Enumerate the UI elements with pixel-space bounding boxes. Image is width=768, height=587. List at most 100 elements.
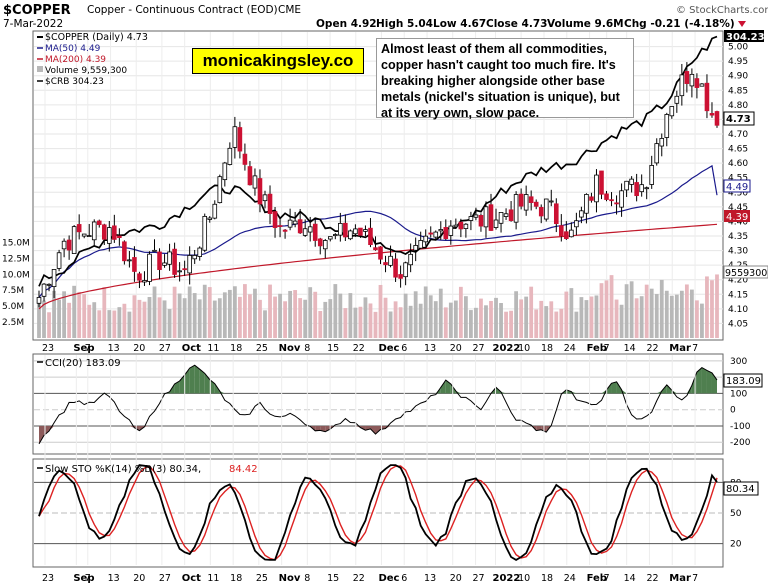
x-tick-label: 27 bbox=[159, 343, 171, 354]
volume-bar bbox=[348, 293, 353, 338]
candle-body bbox=[157, 251, 162, 270]
x-tick-label: 7 bbox=[604, 343, 610, 354]
x-tick-label: 20 bbox=[133, 573, 145, 584]
volume-value: Volume 9.6M bbox=[547, 18, 624, 30]
sto-legend: Slow STO %K(14) %D(3) 80.34, 84.42 bbox=[37, 464, 258, 475]
volume-bar bbox=[644, 284, 649, 338]
x-tick-label: 6 bbox=[401, 573, 407, 584]
candle-body bbox=[569, 229, 574, 238]
volume-bar bbox=[142, 301, 147, 338]
candle-body bbox=[343, 222, 348, 238]
brand-watermark: monicakingsley.co bbox=[192, 48, 364, 74]
candle-body bbox=[589, 196, 594, 201]
candle-body bbox=[76, 224, 82, 233]
volume-bar bbox=[453, 300, 458, 338]
x-tick-label: 18 bbox=[230, 343, 242, 354]
candle-body bbox=[252, 175, 258, 189]
volume-bar bbox=[273, 296, 277, 338]
volume-bar bbox=[147, 297, 152, 338]
cci-tick-label: 300 bbox=[730, 357, 747, 367]
volume-bar bbox=[237, 296, 242, 338]
cci-overbought-fill bbox=[706, 370, 712, 394]
volume-bar bbox=[227, 289, 232, 338]
candle-body bbox=[267, 193, 273, 214]
cci-overbought-fill bbox=[691, 372, 697, 394]
candle-body bbox=[86, 235, 92, 238]
x-tick-label: Mar bbox=[669, 573, 691, 584]
volume-bar bbox=[479, 298, 483, 338]
x-tick-label: 10 bbox=[518, 343, 530, 354]
x-tick-label: 7 bbox=[692, 343, 698, 354]
candle-body bbox=[709, 113, 715, 116]
cci-oversold-fill bbox=[325, 425, 331, 432]
volume-bar bbox=[72, 285, 77, 338]
volume-bar bbox=[433, 301, 438, 338]
x-tick-label: 7 bbox=[692, 573, 698, 584]
volume-tick-label: 10.0M bbox=[2, 270, 30, 280]
x-tick-label: 22 bbox=[353, 573, 365, 584]
cci-overbought-fill bbox=[701, 367, 707, 394]
candle-body bbox=[363, 229, 368, 232]
candle-body bbox=[177, 270, 182, 273]
price-tick-label: 5.00 bbox=[728, 43, 748, 53]
volume-bar bbox=[303, 299, 308, 338]
candle-body bbox=[272, 211, 278, 228]
volume-bar bbox=[700, 303, 704, 338]
candle-body bbox=[207, 217, 213, 220]
x-tick-label: 8 bbox=[304, 343, 310, 354]
candle-body bbox=[609, 199, 614, 202]
volume-bar bbox=[217, 298, 222, 338]
svg-text:4.49: 4.49 bbox=[726, 182, 748, 193]
cci-overbought-fill bbox=[174, 380, 180, 394]
volume-bar bbox=[122, 303, 127, 338]
open-value: Open 4.92 bbox=[316, 18, 377, 30]
cci-overbought-fill bbox=[440, 380, 446, 394]
volume-bar bbox=[283, 301, 287, 338]
volume-bar bbox=[207, 287, 212, 338]
volume-bar bbox=[529, 286, 534, 338]
volume-bar bbox=[37, 298, 41, 338]
cci-tick-label: -100 bbox=[730, 422, 751, 432]
x-tick-label: 18 bbox=[541, 343, 553, 354]
candle-body bbox=[629, 178, 634, 185]
volume-bar bbox=[514, 291, 519, 338]
price-tick-label: 4.70 bbox=[728, 130, 748, 140]
candle-body bbox=[684, 71, 690, 84]
cci-overbought-fill bbox=[611, 381, 617, 394]
x-tick-label: Sep bbox=[73, 343, 94, 354]
volume-bar bbox=[554, 311, 559, 338]
price-badge: 4.73 bbox=[723, 111, 755, 126]
candle-body bbox=[307, 226, 313, 233]
candle-body bbox=[488, 204, 494, 231]
candle-body bbox=[413, 245, 418, 251]
volume-bar bbox=[222, 292, 227, 338]
candle-body bbox=[649, 165, 655, 185]
candle-body bbox=[468, 216, 474, 221]
volume-bar bbox=[664, 290, 669, 338]
volume-bar bbox=[654, 294, 659, 338]
x-tick-label: 2022 bbox=[492, 343, 520, 354]
candle-body bbox=[669, 106, 675, 117]
volume-bar bbox=[278, 293, 282, 338]
volume-bar bbox=[579, 297, 584, 338]
volume-bar bbox=[97, 310, 102, 338]
candle-body bbox=[518, 193, 524, 207]
volume-bar bbox=[474, 307, 478, 338]
change-value: Chg -0.21 (-4.18%) bbox=[624, 18, 735, 30]
cci-oversold-fill bbox=[330, 425, 336, 430]
candle-body bbox=[122, 241, 127, 262]
candle-body bbox=[348, 230, 353, 240]
candle-body bbox=[634, 182, 639, 197]
volume-bar bbox=[604, 280, 609, 338]
x-tick-label: 15 bbox=[327, 343, 339, 354]
x-tick-label: 10 bbox=[518, 573, 530, 584]
candle-body bbox=[498, 212, 504, 224]
x-tick-label: 13 bbox=[108, 573, 120, 584]
ma200-badge: 4.39 bbox=[724, 210, 750, 223]
volume-bar bbox=[378, 284, 383, 338]
volume-bar bbox=[318, 311, 323, 338]
cci-oversold-fill bbox=[315, 425, 321, 431]
candle-body bbox=[664, 114, 670, 138]
volume-bar bbox=[418, 303, 423, 338]
volume-bar bbox=[172, 286, 177, 338]
